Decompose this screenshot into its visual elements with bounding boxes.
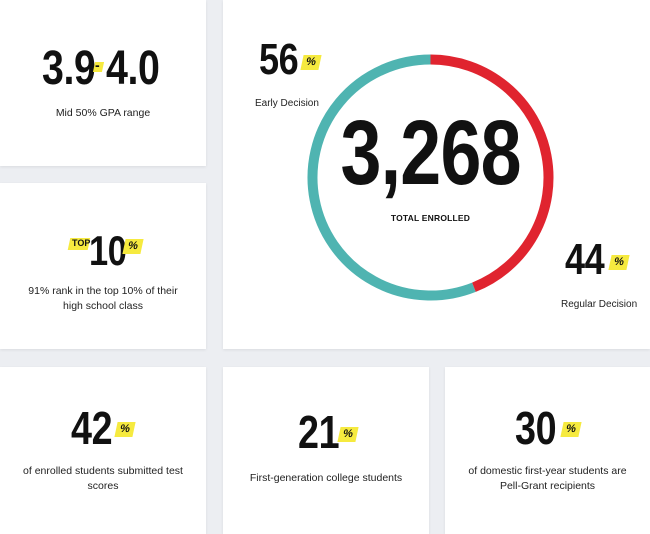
first-gen-label: First-generation college students	[249, 472, 403, 484]
regular-decision-label: Regular Decision	[561, 299, 638, 310]
pell-percent: %	[560, 422, 582, 437]
top-rank-value: 10	[89, 227, 127, 274]
gpa-card: 3.9 - 4.0 Mid 50% GPA range	[0, 0, 206, 166]
test-score-card: 42 % of enrolled students submitted test…	[0, 367, 206, 534]
pell-card: 30 % of domestic first-year students are…	[445, 367, 650, 534]
regular-decision-value: 44	[565, 235, 605, 284]
top-tag-text: TOP	[72, 238, 91, 248]
gpa-separator: -	[95, 57, 100, 73]
slice-early-decision	[307, 54, 476, 301]
first-gen-value: 21	[298, 406, 340, 458]
pell-label: of domestic first-year students are Pell…	[468, 465, 627, 492]
first-gen-percent: %	[337, 427, 359, 442]
total-enrolled-value: 3,268	[340, 102, 521, 204]
regular-decision-percent: %	[608, 255, 630, 270]
pell-value: 30	[515, 402, 557, 454]
test-score-label: of enrolled students submitted test scor…	[23, 465, 183, 492]
total-enrolled-label: TOTAL ENROLLED	[390, 213, 471, 223]
test-score-value: 42	[71, 402, 113, 454]
enrollment-donut	[305, 52, 556, 303]
top-rank-percent: %	[122, 239, 144, 254]
early-decision-value: 56	[259, 35, 299, 84]
top-rank-label: 91% rank in the top 10% of their high sc…	[28, 285, 178, 312]
top-rank-card: TOP 10 % 91% rank in the top 10% of thei…	[0, 183, 206, 349]
gpa-low-value: 3.9	[42, 42, 96, 95]
early-decision-label: Early Decision	[255, 98, 319, 109]
gpa-label: Mid 50% GPA range	[55, 107, 151, 119]
test-score-percent: %	[114, 422, 136, 437]
slice-regular-decision	[430, 54, 554, 292]
first-gen-card: 21 % First-generation college students	[223, 367, 429, 534]
donut-center: 3,268 TOTAL ENROLLED	[305, 107, 556, 223]
gpa-high-value: 4.0	[106, 42, 160, 95]
